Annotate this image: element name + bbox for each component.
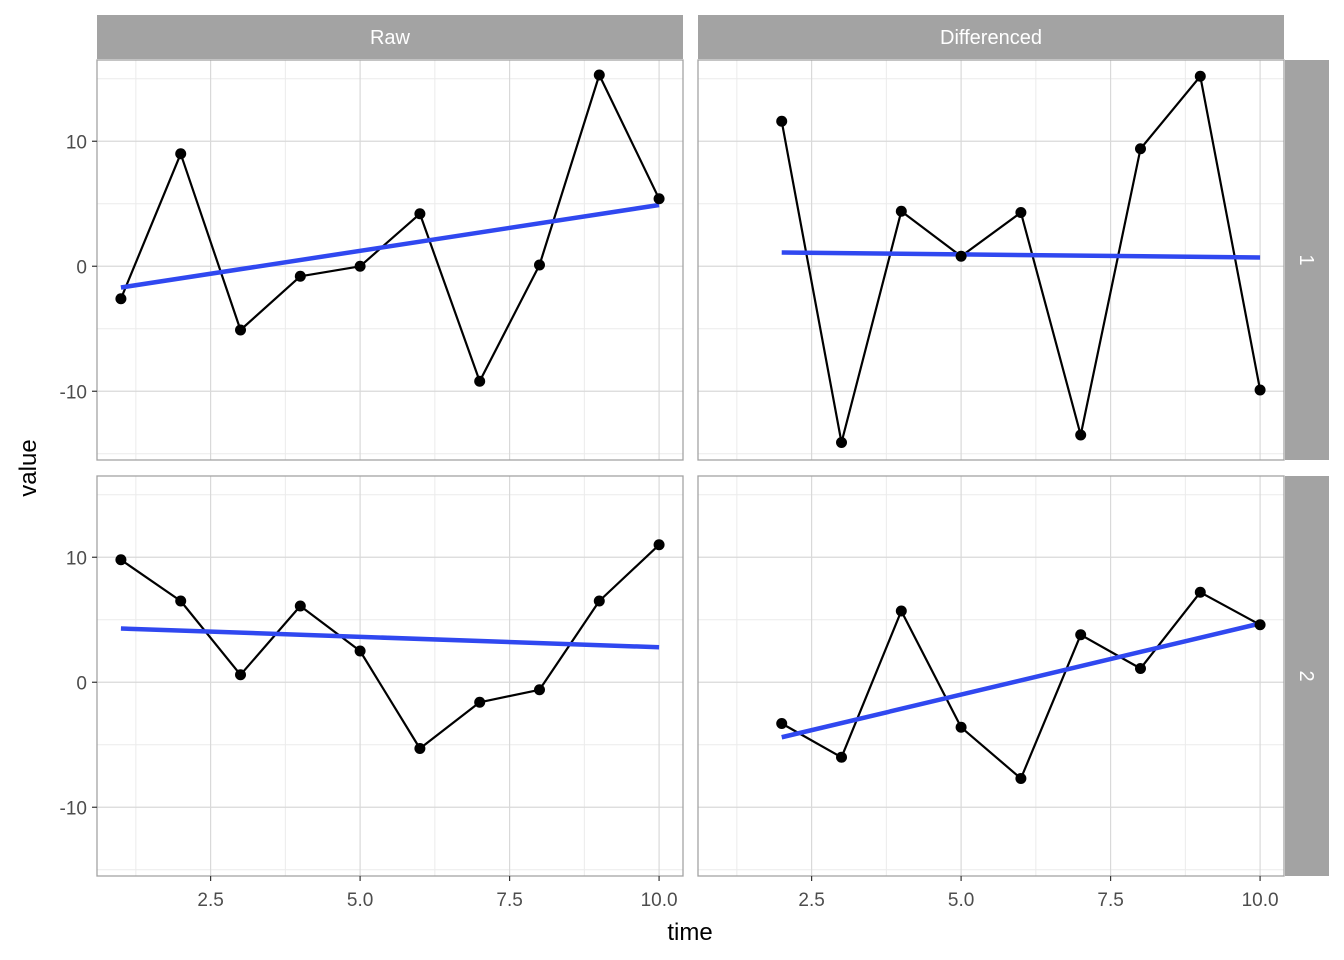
panel-background <box>97 60 683 460</box>
y-tick-label: 10 <box>66 132 87 153</box>
data-point <box>235 669 247 681</box>
data-point <box>836 751 848 763</box>
x-axis-raw: 2.5 5.0 7.5 10.0 <box>197 890 677 911</box>
panel-border <box>697 59 1285 461</box>
panel-differenced-1 <box>697 59 1285 461</box>
data-point <box>653 539 665 551</box>
data-point <box>175 595 187 607</box>
data-point <box>414 208 426 220</box>
y-axis-row-1: -10 0 10 <box>60 132 87 403</box>
data-point <box>1015 207 1027 218</box>
x-axis-title: time <box>667 919 712 946</box>
data-point <box>474 375 486 387</box>
data-point <box>115 554 127 566</box>
panel-area <box>92 59 1285 881</box>
x-tick-label: 2.5 <box>798 890 824 911</box>
panel-background <box>698 476 1284 876</box>
x-tick-label: 10.0 <box>1242 890 1279 911</box>
data-point <box>1194 70 1206 82</box>
data-point <box>414 743 426 754</box>
data-point <box>1194 586 1206 598</box>
strip-label-differenced: Differenced <box>940 27 1042 49</box>
data-point <box>354 260 366 272</box>
panel-differenced-2 <box>697 475 1285 881</box>
strip-column-raw <box>97 15 683 59</box>
data-point <box>1015 773 1027 784</box>
panel-raw-2 <box>92 475 684 881</box>
x-tick-label: 7.5 <box>1097 890 1123 911</box>
y-tick-label: 10 <box>66 548 87 569</box>
trend-line <box>120 202 660 290</box>
y-tick-label: 0 <box>76 257 87 278</box>
data-point <box>533 684 545 696</box>
data-point <box>776 115 788 127</box>
data-point <box>294 600 306 612</box>
y-tick-label: -10 <box>60 798 87 819</box>
panel-border <box>96 59 684 461</box>
data-point <box>593 595 605 607</box>
data-point <box>1075 629 1087 641</box>
data-point <box>1254 384 1266 396</box>
data-point <box>115 293 127 305</box>
data-point <box>354 645 366 657</box>
x-tick-label: 5.0 <box>347 890 373 911</box>
strip-row-1 <box>1285 60 1329 460</box>
data-point <box>776 718 788 729</box>
strip-row-2 <box>1285 476 1329 876</box>
data-point <box>235 324 247 336</box>
data-point <box>895 605 907 617</box>
x-tick-label: 7.5 <box>496 890 522 911</box>
data-point <box>294 270 306 282</box>
data-point <box>533 259 545 271</box>
panel-background <box>97 476 683 876</box>
data-point <box>653 193 665 205</box>
data-point <box>836 437 848 448</box>
data-point <box>175 148 187 160</box>
y-tick-label: -10 <box>60 382 87 403</box>
panel-border <box>697 475 1285 877</box>
x-tick-label: 5.0 <box>948 890 974 911</box>
x-axis-differenced: 2.5 5.0 7.5 10.0 <box>798 890 1278 911</box>
panel-background <box>698 60 1284 460</box>
strip-label-row-2: 2 <box>1295 670 1317 681</box>
strip-label-raw: Raw <box>370 27 411 49</box>
data-point <box>593 69 605 81</box>
series-line <box>119 73 661 383</box>
strip-column-differenced <box>698 15 1284 59</box>
strip-label-row-1: 1 <box>1295 254 1317 265</box>
panel-border <box>96 475 684 877</box>
data-point <box>955 250 967 262</box>
data-point <box>1075 429 1087 441</box>
x-tick-label: 2.5 <box>197 890 223 911</box>
y-axis-row-2: -10 0 10 <box>60 548 87 819</box>
x-tick-label: 10.0 <box>641 890 678 911</box>
y-axis-title: value <box>15 439 42 496</box>
data-point <box>474 696 486 708</box>
trend-line <box>781 621 1261 740</box>
data-point <box>895 205 907 217</box>
data-point <box>955 721 967 733</box>
data-point <box>1134 143 1146 155</box>
panel-raw-1 <box>92 59 684 461</box>
trend-line <box>120 626 660 650</box>
data-point <box>1134 663 1146 674</box>
y-tick-label: 0 <box>76 673 87 694</box>
trend-line <box>781 250 1261 260</box>
data-point <box>1254 619 1266 631</box>
